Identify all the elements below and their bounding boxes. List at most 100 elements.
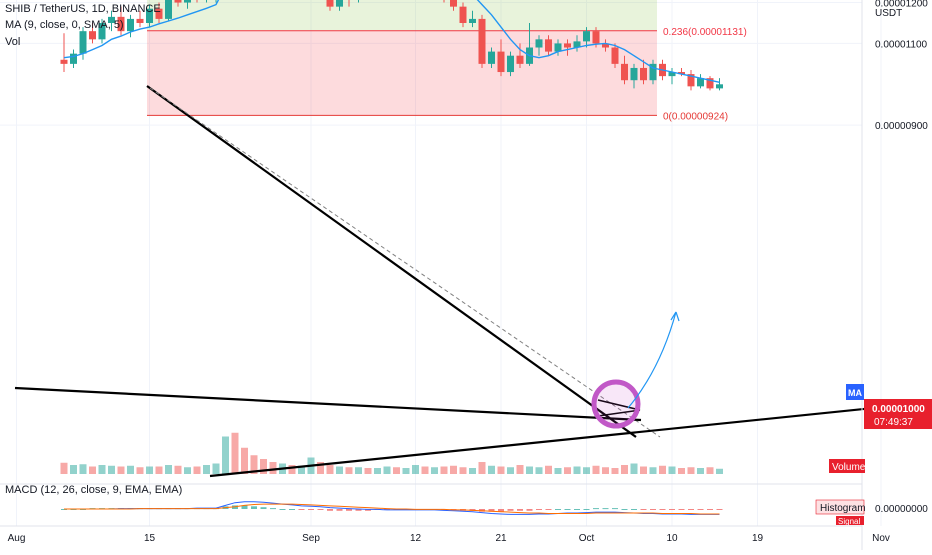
volume-bar <box>668 466 676 474</box>
signal-line <box>64 503 720 515</box>
candle-body <box>516 55 524 64</box>
candle-body <box>184 0 191 3</box>
candle-body <box>98 22 106 40</box>
candle-body <box>89 31 96 40</box>
macd-histogram-bar <box>640 509 647 510</box>
volume-bar <box>127 465 134 474</box>
volume-bar <box>659 465 666 474</box>
macd-histogram-bar <box>507 509 514 511</box>
macd-histogram-bar <box>564 509 571 510</box>
macd-histogram-bar <box>716 509 723 510</box>
volume-bar <box>611 468 619 474</box>
descending-trendline <box>146 85 637 438</box>
macd-histogram-bar <box>270 508 276 510</box>
volume-bar <box>507 467 514 474</box>
time-tick-label: 15 <box>144 533 156 544</box>
highlight-circle <box>591 379 641 429</box>
candle-body <box>602 43 609 48</box>
volume-bar <box>564 467 571 474</box>
candle-body <box>478 18 486 64</box>
macd-histogram-bar <box>612 508 618 510</box>
macd-histogram-bar <box>526 509 533 511</box>
volume-bar <box>317 462 324 474</box>
volume-bar <box>241 447 248 474</box>
fib-retracement[interactable]: 0(0.00000924)0.236(0.00001131)0.382(0.00… <box>147 0 748 122</box>
candle-body <box>70 53 77 64</box>
vol-legend[interactable]: Vol <box>5 36 21 48</box>
volume-bar <box>79 464 87 474</box>
candle-body <box>640 67 647 81</box>
axis-badges: MA 0.00001000 07:49:37 Volume Histogram … <box>815 384 932 526</box>
volume-bar <box>383 466 391 474</box>
volume-bar <box>678 468 685 474</box>
volume-bar <box>602 467 609 474</box>
volume-bar <box>108 465 115 474</box>
macd-legend[interactable]: MACD (12, 26, close, 9, EMA, EMA) <box>5 484 183 496</box>
time-tick-label: 21 <box>495 533 507 544</box>
volume-bar <box>155 466 163 474</box>
candle-body <box>146 8 153 23</box>
candle-body <box>174 0 182 3</box>
candle-body <box>127 18 134 32</box>
time-tick-label: 10 <box>666 533 678 544</box>
candle-body <box>583 31 590 42</box>
candle-body <box>687 74 695 87</box>
wedge-upper-line <box>597 399 641 411</box>
volume-bar <box>222 436 229 474</box>
candle-body <box>488 51 495 64</box>
volume-bar <box>649 467 657 474</box>
current-price-label: 0.00001000 <box>872 404 925 415</box>
price-axis[interactable]: USDT 0.000019000.000018000.000017000.000… <box>875 0 928 132</box>
volume-bar <box>60 462 68 474</box>
time-tick-label: Oct <box>579 533 595 544</box>
volume-bar <box>592 465 600 474</box>
candle-body <box>621 63 628 81</box>
candle-body <box>564 43 571 48</box>
volume-bar <box>469 468 476 474</box>
volume-bar <box>716 468 723 474</box>
volume-bar <box>117 466 125 474</box>
macd-histogram-bar <box>536 509 542 510</box>
ma-line <box>63 0 720 83</box>
volume-badge-label: Volume <box>832 462 866 473</box>
candle-body <box>117 16 125 32</box>
volume-bar <box>89 466 96 474</box>
time-tick-label: Sep <box>302 533 320 544</box>
macd-histogram-bar <box>298 509 305 510</box>
volume-bar <box>440 466 448 474</box>
signal-badge <box>836 516 864 525</box>
macd-histogram-bar <box>545 509 552 510</box>
symbol-title[interactable]: SHIB / TetherUS, 1D, BINANCE <box>5 3 161 15</box>
candle-body <box>535 39 543 48</box>
volume-bar <box>184 467 191 474</box>
volume-bar <box>355 467 362 474</box>
candle-body <box>545 39 552 52</box>
support-trendline <box>14 386 642 422</box>
candle-body <box>678 72 685 75</box>
macd-histogram-bar <box>697 509 704 510</box>
volume-bar <box>298 465 305 474</box>
candle-body <box>155 8 163 19</box>
drawing-tools[interactable] <box>14 85 932 478</box>
volume-bar <box>374 468 381 474</box>
macd-histogram-bar <box>602 508 609 510</box>
volume-bar <box>288 465 296 474</box>
macd-histogram-bar <box>346 509 352 511</box>
candle-body <box>611 47 619 64</box>
projection-arrow <box>627 311 677 409</box>
macd-histogram-bar <box>631 509 637 510</box>
ma-legend[interactable]: MA (9, close, 0, SMA, 5) <box>5 19 124 31</box>
volume-bar <box>535 467 543 474</box>
macd-histogram-bar <box>678 509 685 510</box>
rising-trendline <box>209 400 932 478</box>
candle-body <box>668 72 676 77</box>
macd-pane <box>61 501 723 515</box>
time-axis[interactable]: Aug15Sep1221Oct1019Nov14 <box>8 533 932 544</box>
candle-body <box>326 0 334 7</box>
volume-bar <box>706 467 714 474</box>
volume-bar <box>393 467 400 474</box>
macd-histogram-bar <box>260 507 267 509</box>
macd-histogram-bar <box>650 509 656 510</box>
price-badge <box>864 399 932 429</box>
